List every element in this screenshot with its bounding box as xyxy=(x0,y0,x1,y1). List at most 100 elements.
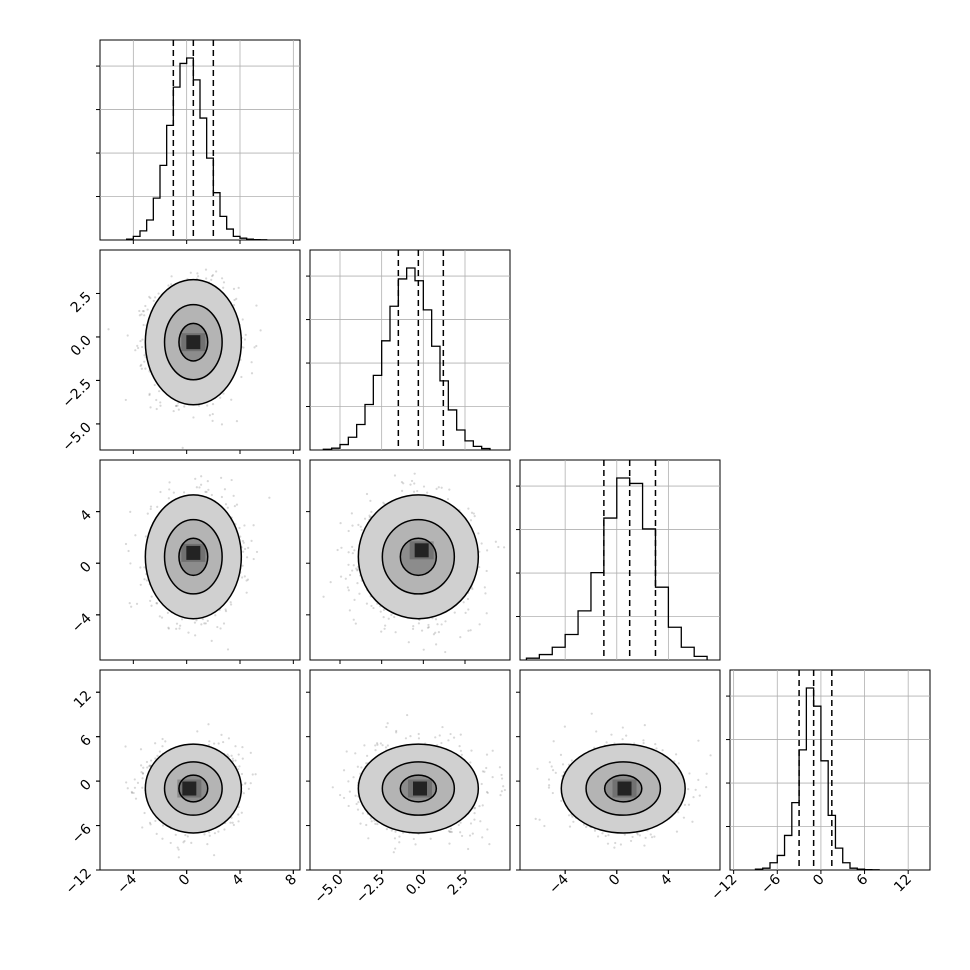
scatter-point xyxy=(353,549,356,552)
scatter-point xyxy=(235,297,238,300)
scatter-point xyxy=(149,505,153,508)
contour-line xyxy=(163,518,223,595)
scatter-point xyxy=(382,616,385,619)
scatter-point xyxy=(222,622,226,625)
scatter-point xyxy=(347,563,350,566)
scatter-point xyxy=(243,524,246,527)
scatter-point xyxy=(437,486,440,489)
scatter-point xyxy=(146,766,149,769)
histogram-step xyxy=(754,687,880,871)
scatter-point xyxy=(350,512,353,515)
scatter-point xyxy=(409,483,412,486)
scatter-point xyxy=(426,491,429,494)
scatter-point xyxy=(125,781,128,784)
scatter-point xyxy=(427,626,430,629)
scatter-point xyxy=(383,627,386,630)
density-panel xyxy=(306,459,511,664)
scatter-point xyxy=(140,363,143,366)
histogram-panel xyxy=(516,459,721,661)
scatter-point xyxy=(130,605,133,608)
scatter-point xyxy=(146,512,149,515)
scatter-point xyxy=(172,491,175,494)
scatter-point xyxy=(485,569,488,573)
scatter-point xyxy=(148,821,152,825)
scatter-point xyxy=(194,634,197,637)
scatter-point xyxy=(223,488,227,491)
scatter-point xyxy=(356,569,359,572)
scatter-point xyxy=(232,287,236,290)
scatter-point xyxy=(336,548,339,552)
scatter-point xyxy=(227,737,231,740)
scatter-point xyxy=(187,631,190,634)
scatter-point xyxy=(215,270,218,273)
scatter-point xyxy=(168,488,171,491)
scatter-point xyxy=(172,409,175,413)
scatter-point xyxy=(148,392,151,395)
scatter-point xyxy=(436,623,439,626)
scatter-point xyxy=(219,396,222,399)
scatter-point xyxy=(440,623,443,626)
scatter-point xyxy=(192,416,195,419)
contour-line xyxy=(381,518,456,595)
scatter-point xyxy=(158,390,161,393)
scatter-point xyxy=(252,524,255,527)
scatter-point xyxy=(222,286,225,289)
scatter-point xyxy=(477,532,480,535)
scatter-point xyxy=(435,487,438,490)
scatter-point xyxy=(148,295,151,298)
scatter-point xyxy=(214,614,217,617)
density-panel xyxy=(96,669,301,874)
scatter-point xyxy=(502,546,506,549)
scatter-point xyxy=(235,503,239,506)
scatter-point xyxy=(149,823,152,826)
contour-line xyxy=(178,322,209,362)
scatter-point xyxy=(134,534,137,537)
scatter-point xyxy=(344,577,347,580)
scatter-point xyxy=(139,339,142,343)
scatter-point xyxy=(144,367,147,370)
scatter-point xyxy=(219,627,222,630)
contour-line xyxy=(163,303,223,381)
scatter-point xyxy=(166,611,169,614)
scatter-point xyxy=(161,745,164,748)
scatter-point xyxy=(141,345,144,349)
scatter-point xyxy=(200,483,203,486)
scatter-point xyxy=(174,404,178,408)
scatter-point xyxy=(210,278,213,282)
scatter-point xyxy=(193,621,197,624)
scatter-point xyxy=(224,503,228,506)
scatter-point xyxy=(240,375,243,379)
scatter-point xyxy=(130,791,134,794)
scatter-point xyxy=(231,821,234,824)
scatter-point xyxy=(229,601,232,604)
scatter-point xyxy=(149,507,152,511)
density-peak-cell xyxy=(186,335,201,350)
scatter-point xyxy=(149,599,152,602)
scatter-point xyxy=(416,489,419,493)
scatter-point xyxy=(146,308,149,311)
scatter-point xyxy=(459,636,462,639)
scatter-point xyxy=(127,549,130,553)
panel-content xyxy=(322,472,506,654)
scatter-point xyxy=(357,523,360,526)
scatter-point xyxy=(413,482,416,485)
scatter-point xyxy=(138,309,141,313)
scatter-point xyxy=(124,542,128,546)
scatter-point xyxy=(329,581,332,584)
scatter-point xyxy=(245,579,248,582)
scatter-point xyxy=(352,564,355,567)
scatter-point xyxy=(224,608,227,611)
scatter-point xyxy=(384,624,387,627)
scatter-point xyxy=(178,627,181,630)
scatter-point xyxy=(358,592,361,595)
scatter-point xyxy=(139,364,142,368)
scatter-point xyxy=(243,547,247,551)
scatter-point xyxy=(227,247,229,249)
scatter-point xyxy=(363,517,367,520)
scatter-point xyxy=(211,403,215,406)
scatter-point xyxy=(155,407,158,411)
scatter-point xyxy=(232,494,235,497)
scatter-point xyxy=(250,372,254,375)
scatter-point xyxy=(157,292,160,295)
